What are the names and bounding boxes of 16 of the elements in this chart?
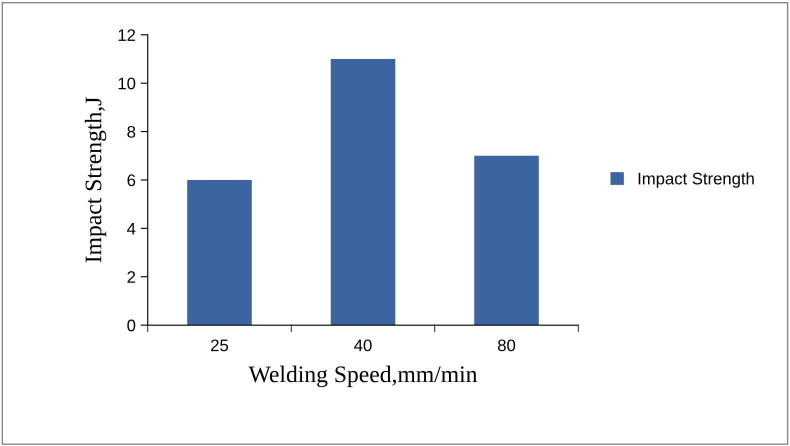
x-tick-label: 40 — [354, 339, 372, 352]
bar — [187, 180, 252, 326]
y-tick-label: 2 — [127, 271, 136, 283]
bar — [330, 58, 396, 326]
y-tick-label: 6 — [128, 174, 136, 186]
x-tick-label: 25 — [211, 339, 228, 352]
y-tick-label: 10 — [118, 78, 136, 90]
y-tick-label: 12 — [118, 29, 136, 41]
y-tick-label: 8 — [127, 126, 136, 138]
legend-label: Impact Strength — [638, 172, 754, 188]
y-tick-label: 4 — [127, 222, 136, 234]
y-tick-label: 0 — [127, 320, 136, 332]
y-axis-title: Impact Strength,J — [84, 97, 106, 262]
bar — [474, 156, 539, 326]
x-axis-title: Welding Speed,mm/min — [248, 366, 478, 388]
x-tick-label: 80 — [498, 339, 516, 352]
